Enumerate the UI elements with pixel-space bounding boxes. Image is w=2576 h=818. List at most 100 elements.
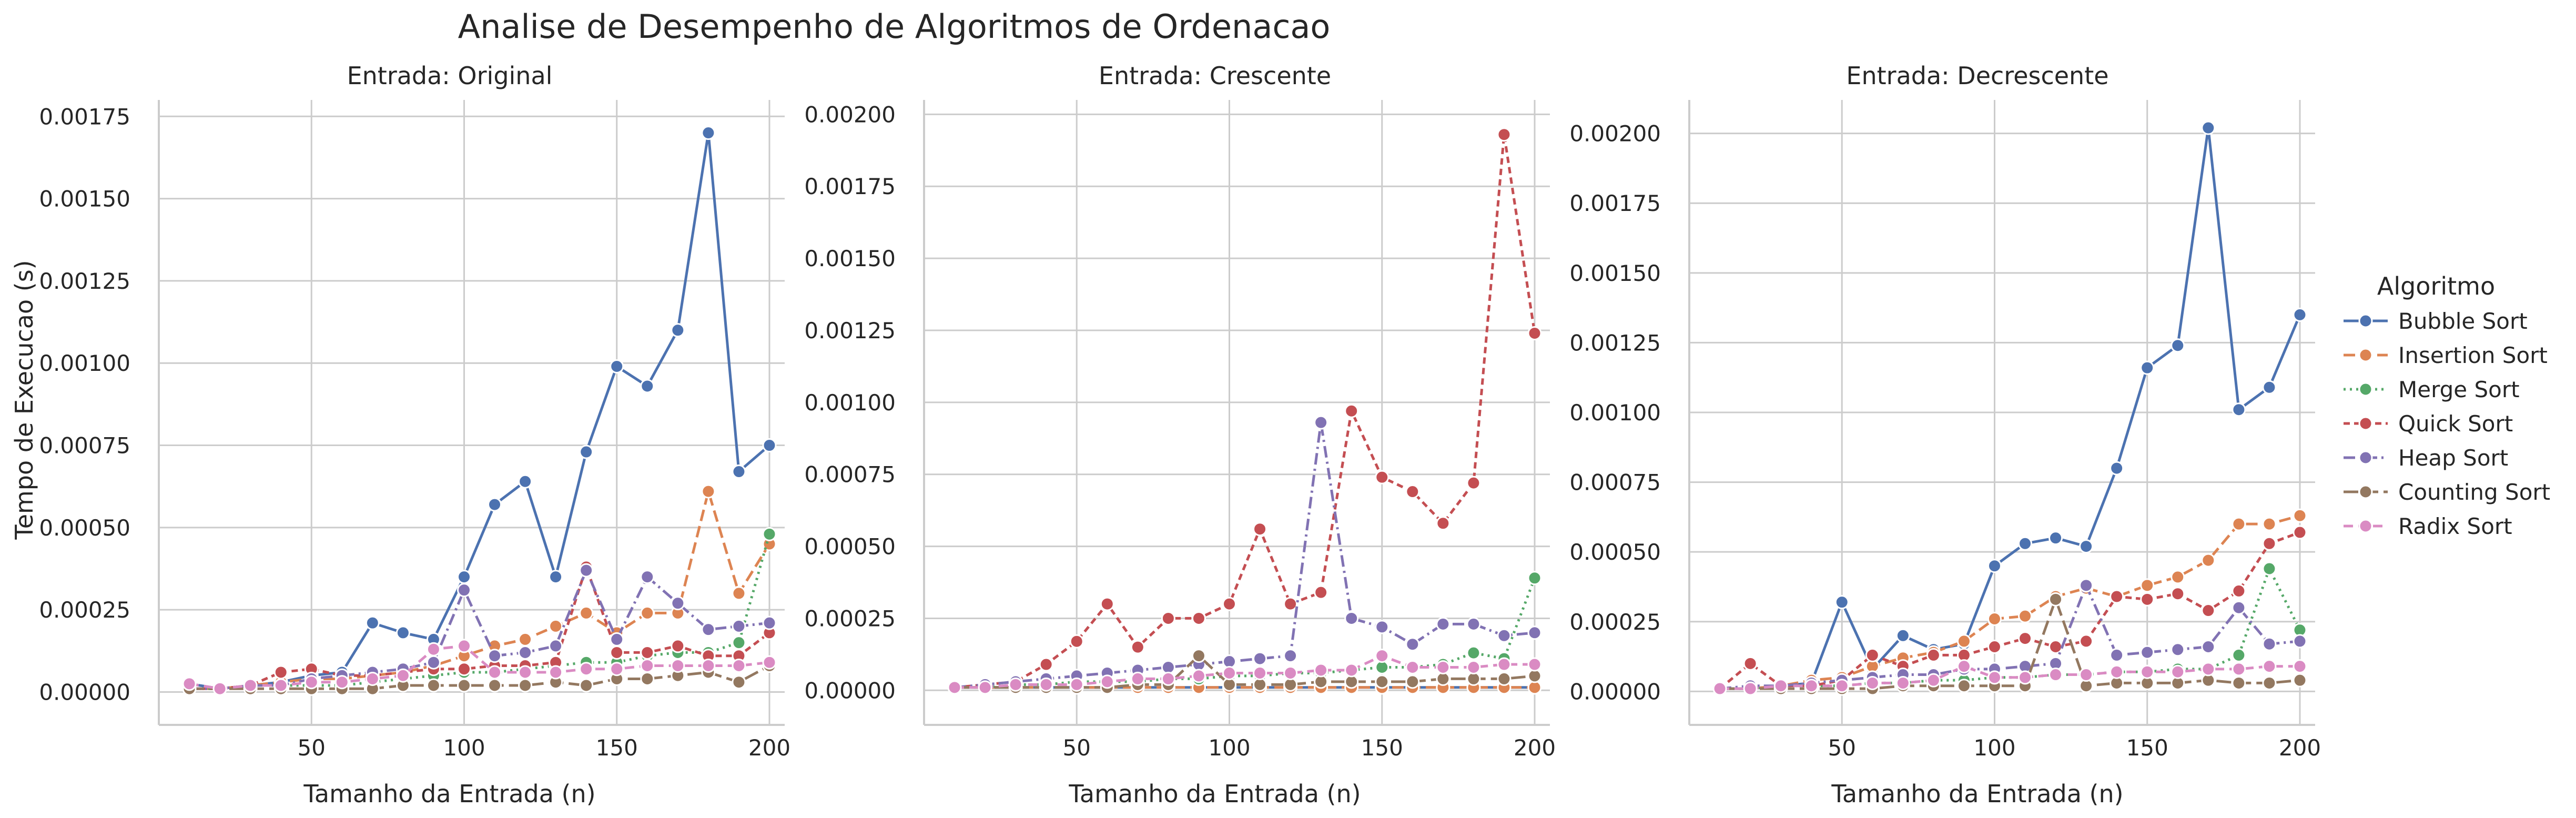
data-point-heap-sort xyxy=(2262,637,2277,651)
data-point-bubble-sort xyxy=(2140,360,2155,375)
data-point-radix-sort xyxy=(365,671,380,686)
ytick-label--crescente: 0.00050 xyxy=(804,534,896,560)
ytick-label--crescente: 0.00100 xyxy=(804,390,896,416)
data-point-radix-sort xyxy=(457,639,471,653)
data-point-heap-sort xyxy=(2232,600,2246,615)
data-point-radix-sort xyxy=(1987,670,2002,685)
data-point-heap-sort xyxy=(457,583,471,598)
data-point-radix-sort xyxy=(1895,675,1910,690)
ytick-label--decrescente: 0.00150 xyxy=(1569,260,1661,286)
data-point-bubble-sort xyxy=(488,497,502,512)
xtick-label--crescente: 50 xyxy=(1063,735,1091,761)
xtick-label--decrescente: 100 xyxy=(1973,735,2015,761)
data-point-counting-sort xyxy=(579,678,594,693)
data-point-radix-sort xyxy=(1834,679,1849,693)
data-point-counting-sort xyxy=(2262,675,2277,690)
data-point-radix-sort xyxy=(2232,662,2246,676)
data-point-radix-sort xyxy=(2018,670,2033,685)
data-point-counting-sort xyxy=(1956,679,1971,693)
data-point-radix-sort xyxy=(304,675,319,690)
data-point-bubble-sort xyxy=(671,323,685,338)
ytick-label--decrescente: 0.00200 xyxy=(1569,121,1661,147)
data-point-heap-sort xyxy=(732,619,746,633)
ytick-label--crescente: 0.00075 xyxy=(804,462,896,488)
ytick-label--crescente: 0.00200 xyxy=(804,102,896,127)
data-point-insertion-sort xyxy=(640,605,655,620)
data-point-radix-sort xyxy=(1008,677,1023,692)
data-point-quick-sort xyxy=(2018,631,2033,646)
data-point-heap-sort xyxy=(2293,634,2307,649)
data-point-heap-sort xyxy=(2110,648,2124,662)
data-point-quick-sort xyxy=(1253,522,1267,537)
xtick-label--crescente: 100 xyxy=(1208,735,1250,761)
data-point-insertion-sort xyxy=(1987,611,2002,626)
data-point-insertion-sort xyxy=(2293,508,2307,523)
data-point-bubble-sort xyxy=(2232,402,2246,417)
legend-marker-radix-sort xyxy=(2358,519,2373,533)
data-point-insertion-sort xyxy=(2018,609,2033,623)
data-point-heap-sort xyxy=(671,596,685,611)
ytick-label--decrescente: 0.00000 xyxy=(1569,679,1661,704)
data-point-counting-sort xyxy=(2232,675,2246,690)
data-point-heap-sort xyxy=(579,563,594,578)
data-point-quick-sort xyxy=(2232,583,2246,598)
data-point-merge-sort xyxy=(2232,648,2246,662)
data-point-bubble-sort xyxy=(1987,559,2002,573)
data-point-quick-sort xyxy=(2293,525,2307,540)
data-point-bubble-sort xyxy=(701,126,716,140)
data-point-quick-sort xyxy=(1436,516,1451,531)
ytick-label--original: 0.00000 xyxy=(39,679,130,705)
data-point-quick-sort xyxy=(1222,597,1236,611)
data-point-radix-sort xyxy=(1314,663,1328,678)
legend-label-radix-sort: Radix Sort xyxy=(2398,513,2512,539)
data-point-quick-sort xyxy=(671,639,685,653)
subplot-title-crescente: Entrada: Crescente xyxy=(1099,62,1331,90)
data-point-quick-sort xyxy=(1375,470,1390,484)
xtick-label--original: 200 xyxy=(748,735,790,761)
data-point-bubble-sort xyxy=(762,438,777,453)
subplot-original: Entrada: Original Tamanho da Entrada (n)… xyxy=(39,62,790,808)
data-point-radix-sort xyxy=(947,680,962,695)
data-point-radix-sort xyxy=(1222,665,1236,680)
data-point-insertion-sort xyxy=(701,484,716,499)
figure-title: Analise de Desempenho de Algoritmos de O… xyxy=(458,7,1331,46)
data-point-merge-sort xyxy=(2262,561,2277,576)
data-point-merge-sort xyxy=(1466,645,1481,660)
data-point-radix-sort xyxy=(334,675,349,690)
data-point-radix-sort xyxy=(1527,657,1542,672)
data-point-radix-sort xyxy=(518,665,533,680)
data-point-quick-sort xyxy=(1497,127,1512,142)
xtick-label--original: 150 xyxy=(596,735,638,761)
data-point-quick-sort xyxy=(1069,634,1084,649)
xlabel-crescente: Tamanho da Entrada (n) xyxy=(1068,780,1361,808)
data-point-heap-sort xyxy=(1527,625,1542,640)
data-point-radix-sort xyxy=(2110,664,2124,679)
ytick-label--decrescente: 0.00050 xyxy=(1569,539,1661,565)
data-point-bubble-sort xyxy=(518,474,533,489)
data-point-radix-sort xyxy=(1497,657,1512,672)
data-point-quick-sort xyxy=(1130,640,1145,654)
data-point-heap-sort xyxy=(1497,628,1512,643)
data-point-quick-sort xyxy=(1743,656,1758,671)
data-point-radix-sort xyxy=(1804,679,1819,693)
legend-label-counting-sort: Counting Sort xyxy=(2398,479,2550,505)
data-point-quick-sort xyxy=(610,645,624,660)
ytick-label--crescente: 0.00025 xyxy=(804,605,896,631)
ytick-label--decrescente: 0.00175 xyxy=(1569,190,1661,216)
data-point-quick-sort xyxy=(1926,648,1941,662)
data-point-quick-sort xyxy=(273,665,288,680)
data-point-heap-sort xyxy=(1314,415,1328,430)
series-line-merge-sort xyxy=(189,533,771,690)
data-point-quick-sort xyxy=(1161,611,1175,625)
data-point-radix-sort xyxy=(488,665,502,680)
data-point-radix-sort xyxy=(2293,659,2307,674)
data-point-counting-sort xyxy=(1375,674,1390,689)
legend-marker-merge-sort xyxy=(2358,382,2373,397)
data-point-bubble-sort xyxy=(1895,628,1910,643)
data-point-quick-sort xyxy=(1405,484,1420,499)
data-point-radix-sort xyxy=(1466,660,1481,675)
data-point-quick-sort xyxy=(2079,634,2094,649)
data-point-radix-sort xyxy=(273,678,288,693)
data-point-radix-sort xyxy=(671,658,685,673)
